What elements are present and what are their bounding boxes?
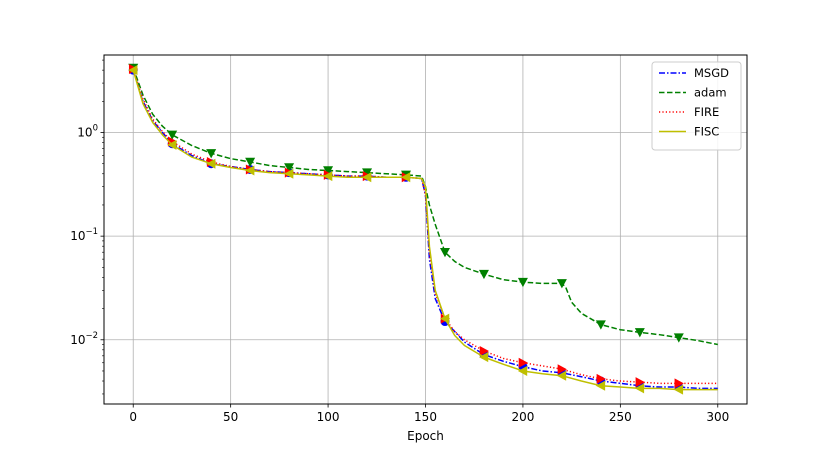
series-marker-fisc — [284, 168, 294, 179]
grid-lines — [104, 55, 747, 404]
legend-label-msgd: MSGD — [694, 66, 729, 80]
series-marker-fisc — [128, 65, 138, 76]
x-tick-label: 200 — [511, 410, 534, 424]
series-marker-fisc — [245, 165, 255, 176]
series-marker-adam — [167, 130, 178, 140]
series-marker-adam — [673, 333, 684, 343]
legend-label-fire: FIRE — [694, 105, 719, 119]
series-marker-fisc — [362, 172, 372, 183]
series-marker-adam — [284, 163, 295, 173]
series-marker-adam — [362, 168, 373, 178]
series-adam — [128, 63, 718, 346]
series-marker-fisc — [167, 139, 177, 150]
x-tick-label: 100 — [317, 410, 340, 424]
legend-label-adam: adam — [694, 86, 727, 100]
series-marker-adam — [323, 166, 334, 176]
series-marker-fire — [635, 377, 645, 388]
series-marker-fire — [674, 378, 684, 389]
x-tick-label: 150 — [414, 410, 437, 424]
series-marker-adam — [634, 328, 645, 338]
x-tick-label: 250 — [609, 410, 632, 424]
series-marker-fisc — [323, 171, 333, 182]
series-marker-fisc — [673, 384, 684, 395]
series-marker-adam — [439, 247, 450, 258]
x-axis-label: Epoch — [407, 429, 444, 443]
y-tick-label: 10−1 — [70, 227, 98, 243]
series-line-adam — [132, 67, 718, 346]
series-marker-fisc — [439, 313, 450, 324]
series-marker-adam — [556, 279, 567, 289]
series-marker-fisc — [556, 370, 567, 381]
series-marker-fisc — [401, 172, 411, 183]
series-marker-adam — [478, 269, 489, 280]
series-marker-adam — [206, 149, 217, 159]
series-marker-fisc — [595, 380, 606, 391]
legend-box — [651, 61, 742, 151]
series-marker-fisc — [206, 158, 216, 169]
series-marker-fire — [557, 364, 567, 375]
series-marker-adam — [595, 320, 606, 330]
series-marker-fire — [518, 357, 528, 368]
legend-label-fisc: FISC — [694, 125, 719, 139]
y-tick-label: 10−2 — [70, 331, 98, 347]
series-fisc — [128, 65, 718, 395]
x-tick-label: 300 — [706, 410, 729, 424]
axes: 0 50 100 150 200 250 300 100 10−1 10−2 — [70, 59, 729, 424]
series-marker-adam — [517, 277, 528, 288]
series-marker-fisc — [634, 383, 645, 394]
series-layer — [128, 63, 718, 395]
series-marker-adam — [245, 157, 256, 167]
x-tick-label: 50 — [223, 410, 238, 424]
series-marker-fisc — [517, 365, 528, 376]
legend: MSGD adam FIRE FISC — [651, 61, 742, 151]
series-marker-fisc — [478, 352, 489, 363]
x-tick-label: 0 — [129, 410, 137, 424]
series-marker-fire — [596, 373, 606, 384]
series-marker-fire — [479, 345, 489, 356]
y-tick-label: 100 — [77, 124, 98, 140]
